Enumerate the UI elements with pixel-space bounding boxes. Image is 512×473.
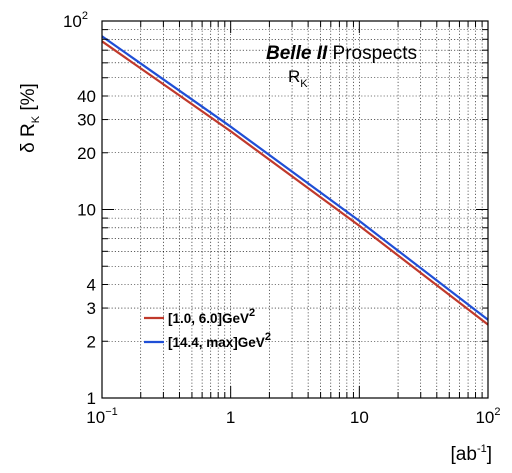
y-tick-label: 30 <box>77 111 96 130</box>
legend-label-2: [14.4, max]GeV2 <box>168 331 271 350</box>
y-tick-label: 20 <box>77 144 96 163</box>
legend: [1.0, 6.0]GeV2 [14.4, max]GeV2 <box>144 307 271 350</box>
y-tick-label: 1 <box>87 389 96 408</box>
annotation-title: Belle II Prospects <box>266 43 417 64</box>
series-line-2 <box>101 35 489 321</box>
y-tick-label: 3 <box>87 299 96 318</box>
x-axis-title: [ab-1] <box>451 443 492 465</box>
y-tick-label: 2 <box>87 332 96 351</box>
series-layer <box>101 35 489 326</box>
y-axis-title: δ RK [%] <box>18 83 42 153</box>
y-tick-label: 102 <box>63 10 88 31</box>
x-tick-label: 10−1 <box>86 406 117 427</box>
series-line-1 <box>101 40 489 326</box>
x-tick-label: 1 <box>226 408 235 427</box>
tick-marks <box>101 20 489 399</box>
x-tick-label: 10 <box>350 408 369 427</box>
annotation-observable: RK <box>288 67 308 90</box>
grid <box>102 21 488 398</box>
x-tick-label: 102 <box>475 406 500 427</box>
y-tick-label: 10 <box>77 201 96 220</box>
y-tick-label: 4 <box>87 276 96 295</box>
y-tick-label: 40 <box>77 87 96 106</box>
legend-label-1: [1.0, 6.0]GeV2 <box>168 307 255 326</box>
